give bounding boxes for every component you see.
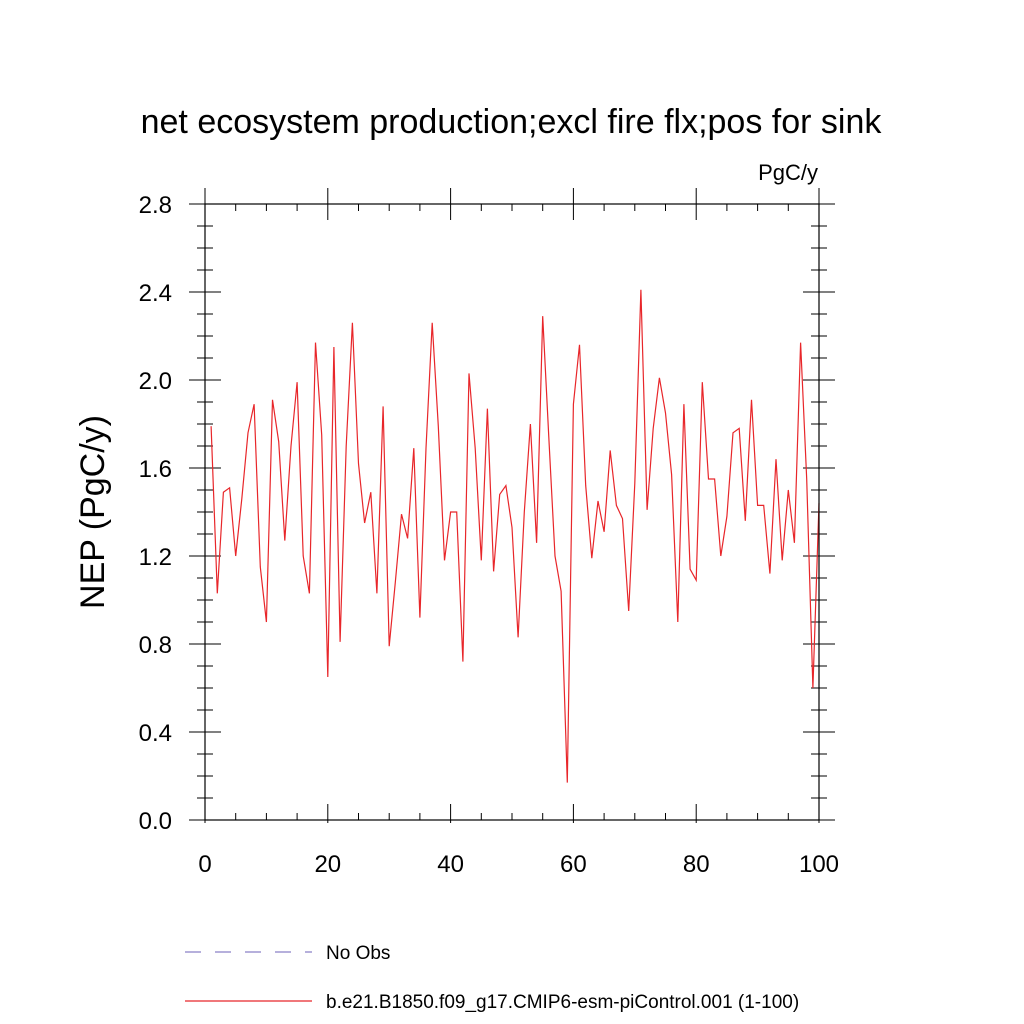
x-tick-label: 60: [560, 851, 587, 878]
x-tick-label: 80: [683, 851, 710, 878]
x-tick-label: 20: [314, 851, 341, 878]
legend: No Obs b.e21.B1850.f09_g17.CMIP6-esm-piC…: [185, 943, 799, 1013]
y-tick-label: 2.4: [139, 280, 172, 307]
axis-ticks: [189, 188, 835, 823]
y-tick-label: 1.6: [139, 456, 172, 483]
y-tick-label: 0.4: [139, 720, 172, 747]
series-group: [210, 289, 820, 783]
legend-label-no-obs: No Obs: [326, 943, 390, 964]
chart-title: net ecosystem production;excl fire flx;p…: [141, 103, 883, 141]
axis-tick-labels: 0 20 40 60 80 100 0.0 0.4 0.8 1.2 1.6 2.0 2.4 2.8: [139, 192, 839, 878]
x-tick-label: 0: [198, 851, 211, 878]
y-tick-label: 2.0: [139, 368, 172, 395]
series-line: [210, 289, 820, 783]
x-tick-label: 100: [799, 851, 839, 878]
legend-label-model: b.e21.B1850.f09_g17.CMIP6-esm-piControl.…: [326, 992, 799, 1013]
y-tick-label: 0.8: [139, 632, 172, 659]
y-tick-label: 0.0: [139, 808, 172, 835]
y-tick-label: 2.8: [139, 192, 172, 219]
plot-frame: [204, 203, 820, 821]
y-tick-label: 1.2: [139, 544, 172, 571]
x-tick-label: 40: [437, 851, 464, 878]
units-label: PgC/y: [758, 160, 818, 185]
y-axis-label: NEP (PgC/y): [74, 415, 112, 609]
